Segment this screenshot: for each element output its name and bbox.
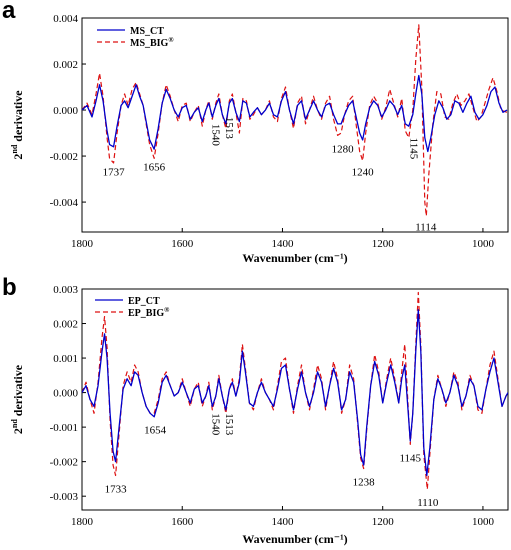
y-tick-label: 0.000 — [53, 105, 78, 117]
y-tick-label: 0.000 — [53, 388, 78, 400]
legend-label-2: MS_BIG® — [130, 36, 174, 49]
peak-label: 1238 — [353, 476, 376, 488]
plot-frame — [81, 288, 509, 511]
y-tick-label: -0.002 — [50, 457, 78, 469]
series-line-1 — [82, 309, 508, 477]
peak-label: 1733 — [105, 483, 128, 495]
peak-label: 1110 — [417, 497, 439, 509]
peak-label: 1240 — [352, 166, 375, 178]
series-line-1 — [82, 74, 508, 153]
legend-label-1: EP_CT — [128, 296, 160, 307]
y-tick-label: 0.001 — [53, 353, 78, 365]
panel-letter: b — [2, 274, 17, 301]
legend-label-1: MS_CT — [130, 26, 164, 37]
x-tick-label: 1600 — [171, 516, 194, 528]
x-axis-title: Wavenumber (cm⁻¹) — [242, 532, 347, 546]
plot-frame — [81, 17, 509, 233]
x-tick-label: 1000 — [472, 238, 495, 250]
y-tick-label: 0.003 — [53, 284, 78, 296]
peak-label: 1654 — [144, 425, 167, 437]
x-tick-label: 1400 — [271, 238, 294, 250]
peak-label: 1280 — [332, 143, 355, 155]
y-axis-title: 2nd derivative — [10, 90, 25, 160]
x-tick-label: 1200 — [372, 516, 395, 528]
y-tick-label: -0.001 — [50, 422, 78, 434]
y-axis-title: 2nd derivative — [10, 364, 25, 434]
peak-label: 1656 — [143, 162, 166, 174]
x-tick-label: 1800 — [71, 238, 94, 250]
peak-label: 1737 — [103, 166, 126, 178]
legend-label-2: EP_BIG® — [128, 306, 170, 319]
peak-label: 1513 — [223, 117, 235, 139]
peak-label: 1114 — [415, 221, 437, 233]
y-tick-label: -0.002 — [50, 151, 78, 163]
series-line-2 — [82, 24, 508, 217]
peak-label: 1540 — [209, 124, 221, 146]
peak-label: 1540 — [209, 413, 221, 436]
y-tick-label: -0.004 — [50, 197, 79, 209]
x-tick-label: 1200 — [372, 238, 395, 250]
series-line-2 — [82, 291, 508, 490]
chart-panel-a: a 0.004 0.002 0.000 -0.002 -0.004 1800 1600 1400… — [2, 0, 509, 265]
peak-label: 1145 — [399, 452, 421, 464]
y-tick-label: 0.002 — [53, 319, 78, 331]
panel-letter: a — [2, 0, 16, 24]
peak-label: 1513 — [223, 413, 235, 436]
y-tick-label: 0.004 — [53, 13, 78, 25]
chart-panel-b: b 0.003 0.002 0.001 0.000 -0.001 -0.002 -0.003 1… — [2, 274, 509, 546]
x-tick-label: 1400 — [271, 516, 294, 528]
y-tick-label: 0.002 — [53, 59, 78, 71]
x-tick-label: 1800 — [71, 516, 94, 528]
peak-label: 1145 — [407, 138, 419, 160]
x-tick-label: 1000 — [472, 516, 495, 528]
x-tick-label: 1600 — [171, 238, 194, 250]
y-tick-label: -0.003 — [50, 491, 79, 503]
x-axis-title: Wavenumber (cm⁻¹) — [242, 251, 347, 265]
